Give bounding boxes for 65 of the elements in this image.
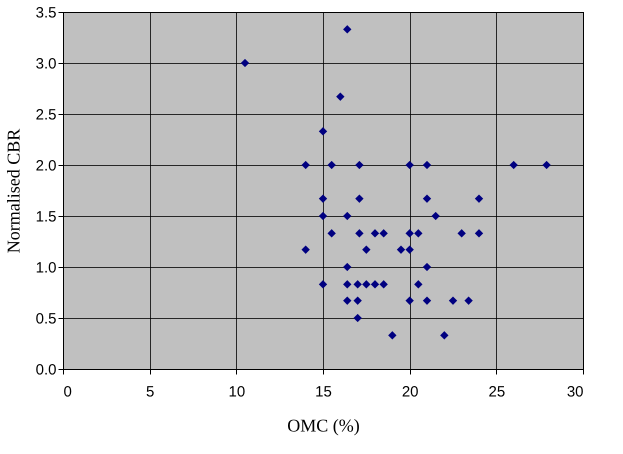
- point: [370, 280, 380, 289]
- point: [440, 331, 449, 340]
- point: [379, 229, 388, 238]
- point: [414, 229, 423, 238]
- point: [343, 262, 352, 272]
- point: [327, 229, 336, 238]
- point: [343, 280, 352, 289]
- point: [318, 127, 328, 136]
- x-tick-label: 30: [566, 384, 584, 400]
- point: [327, 160, 336, 170]
- point: [457, 229, 466, 238]
- point: [405, 160, 414, 170]
- point: [405, 245, 414, 254]
- point: [474, 229, 484, 238]
- point: [355, 160, 364, 170]
- point: [464, 296, 473, 305]
- y-tick-label: 0.0: [36, 362, 56, 378]
- point: [362, 245, 371, 254]
- point: [343, 212, 352, 220]
- point: [353, 314, 362, 322]
- point: [362, 280, 371, 289]
- point: [379, 280, 388, 289]
- point: [301, 160, 310, 170]
- point: [336, 92, 345, 101]
- point: [396, 245, 406, 254]
- y-tick-label: 0.5: [36, 310, 56, 328]
- point: [370, 229, 380, 238]
- point: [353, 280, 362, 289]
- point: [355, 194, 364, 203]
- x-axis-title: OMC (%): [287, 416, 360, 436]
- y-axis-title: Normalised CBR: [4, 128, 24, 254]
- point: [240, 58, 250, 68]
- point: [405, 229, 414, 238]
- point: [422, 262, 432, 272]
- y-tick-label: 3.0: [36, 56, 56, 72]
- x-tick-label: 25: [488, 384, 506, 400]
- y-tick-label: 1.5: [36, 208, 56, 226]
- y-tick-label: 1.0: [36, 260, 56, 276]
- y-tick-label: 2.5: [36, 106, 56, 124]
- x-tick-label: 10: [228, 384, 246, 400]
- point: [542, 160, 551, 170]
- point: [388, 331, 397, 340]
- point: [431, 212, 440, 220]
- x-tick-label: 5: [146, 384, 154, 400]
- point: [318, 280, 328, 289]
- y-tick-label: 2.0: [36, 158, 56, 174]
- point: [422, 160, 432, 170]
- point: [474, 194, 484, 203]
- point: [343, 296, 352, 305]
- point: [353, 296, 362, 305]
- point: [355, 229, 364, 238]
- point: [448, 296, 458, 305]
- point: [318, 212, 328, 220]
- point: [318, 194, 328, 203]
- point: [405, 296, 414, 305]
- x-tick-label: 0: [64, 384, 72, 400]
- point: [422, 194, 432, 203]
- point: [422, 296, 432, 305]
- point: [509, 160, 518, 170]
- y-tick-label: 3.5: [36, 4, 56, 22]
- point: [301, 245, 310, 254]
- point: [414, 280, 423, 289]
- x-tick-label: 20: [402, 384, 419, 400]
- point: [343, 25, 352, 34]
- x-tick-label: 15: [315, 384, 332, 400]
